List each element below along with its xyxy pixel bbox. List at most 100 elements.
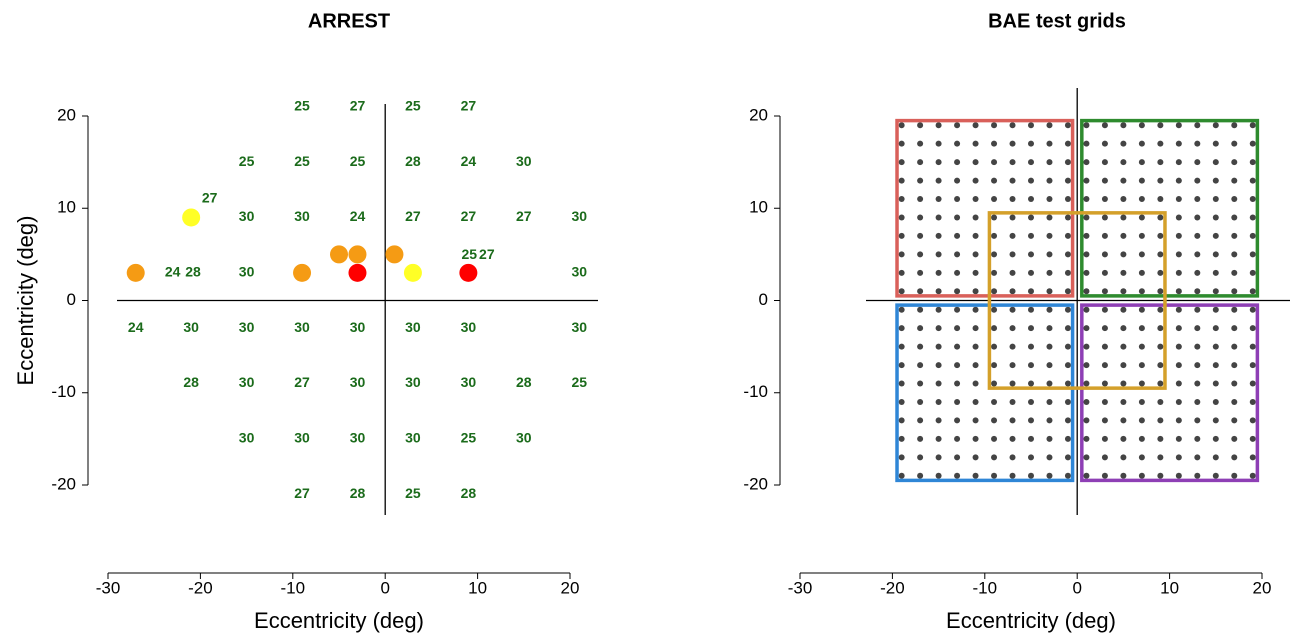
grid-dot [1175,325,1182,332]
grid-dot [954,417,961,424]
grid-dot [1120,454,1127,461]
value-label: 30 [350,319,366,335]
grid-dot [1249,288,1256,295]
grid-dot [898,159,905,166]
grid-dot [1083,140,1090,147]
grid-dot [1194,196,1201,203]
x-tick-label: 20 [1253,578,1272,597]
grid-dot [1212,288,1219,295]
y-tick-label: 0 [67,290,76,309]
grid-dot [917,472,924,479]
grid-dot [954,177,961,184]
grid-dot [898,362,905,369]
grid-dot [1175,362,1182,369]
grid-dot [1046,417,1053,424]
grid-dot [1064,232,1071,239]
grid-dot [1028,454,1034,461]
grid-dot [1231,196,1238,203]
grid-dot [1212,435,1219,442]
grid-dot [1212,325,1219,332]
grid-dot [1083,288,1090,295]
grid-dot [1101,214,1108,221]
grid-dot [954,435,961,442]
grid-dot [1101,251,1108,258]
grid-dot [898,306,905,313]
grid-dot [972,417,979,424]
grid-dot [1138,232,1145,239]
grid-dot [1064,362,1071,369]
grid-dot [954,343,961,350]
grid-dot [935,472,942,479]
grid-dot [1009,159,1016,166]
grid-region [895,303,1075,483]
grid-dot [898,177,905,184]
grid-dot [1175,435,1182,442]
grid-dot [1064,122,1071,129]
grid-dot [1231,122,1238,129]
value-label: 27 [202,190,218,206]
grid-dot [1083,232,1090,239]
point [293,263,312,282]
grid-dot [991,472,998,479]
grid-dot [1231,232,1238,239]
value-label: 25 [461,246,477,262]
grid-dot [1083,325,1090,332]
grid-dot [1212,380,1219,387]
grid-dot [1083,196,1090,203]
value-label: 25 [239,153,255,169]
grid-dot [1212,122,1219,129]
grid-dot [1175,177,1182,184]
value-label: 30 [239,319,255,335]
grid-dot [1028,398,1034,405]
grid-dot [935,343,942,350]
grid-dot [935,454,942,461]
value-label: 28 [516,374,532,390]
grid-dot [898,214,905,221]
grid-dot [1083,398,1090,405]
grid-dot [1231,380,1238,387]
grid-dot [954,196,961,203]
grid-dot [1194,472,1201,479]
grid-dot [1249,140,1256,147]
grid-dot [1028,269,1034,276]
grid-dot [1064,472,1071,479]
grid-dot [1194,122,1201,129]
grid-dot [1175,122,1182,129]
grid-dot [917,362,924,369]
grid-dot [935,122,942,129]
grid-dot [1157,472,1164,479]
grid-dot [1249,269,1256,276]
grid-dot [1249,362,1256,369]
grid-dot [1231,306,1238,313]
grid-dot [1009,454,1016,461]
grid-dot [1175,417,1182,424]
y-axis-label: Eccentricity (deg) [13,216,38,386]
grid-dot [1231,177,1238,184]
grid-dot [1009,251,1016,258]
value-label: 30 [294,319,310,335]
grid-dot [917,214,924,221]
grid-dot [1009,288,1016,295]
grid-dot [954,140,961,147]
value-label: 28 [183,374,199,390]
grid-dot [1157,435,1164,442]
grid-dot [917,288,924,295]
grid-dot [1175,472,1182,479]
chart-title: BAE test grids [988,10,1126,32]
grid-dot [972,380,979,387]
chart-title: ARREST [308,10,390,32]
grid-dot [991,454,998,461]
grid-dot [1101,122,1108,129]
x-tick-label: 0 [380,578,389,597]
grid-dot [1083,380,1090,387]
grid-dot [1064,251,1071,258]
grid-dot [1138,472,1145,479]
grid-dot [1083,435,1090,442]
grid-dot [1175,269,1182,276]
grid-dot [1101,435,1108,442]
grid-dot [1101,140,1108,147]
grid-dot [1083,269,1090,276]
grid-dot [1157,362,1164,369]
grid-dot [972,140,979,147]
grid-dot [1101,325,1108,332]
